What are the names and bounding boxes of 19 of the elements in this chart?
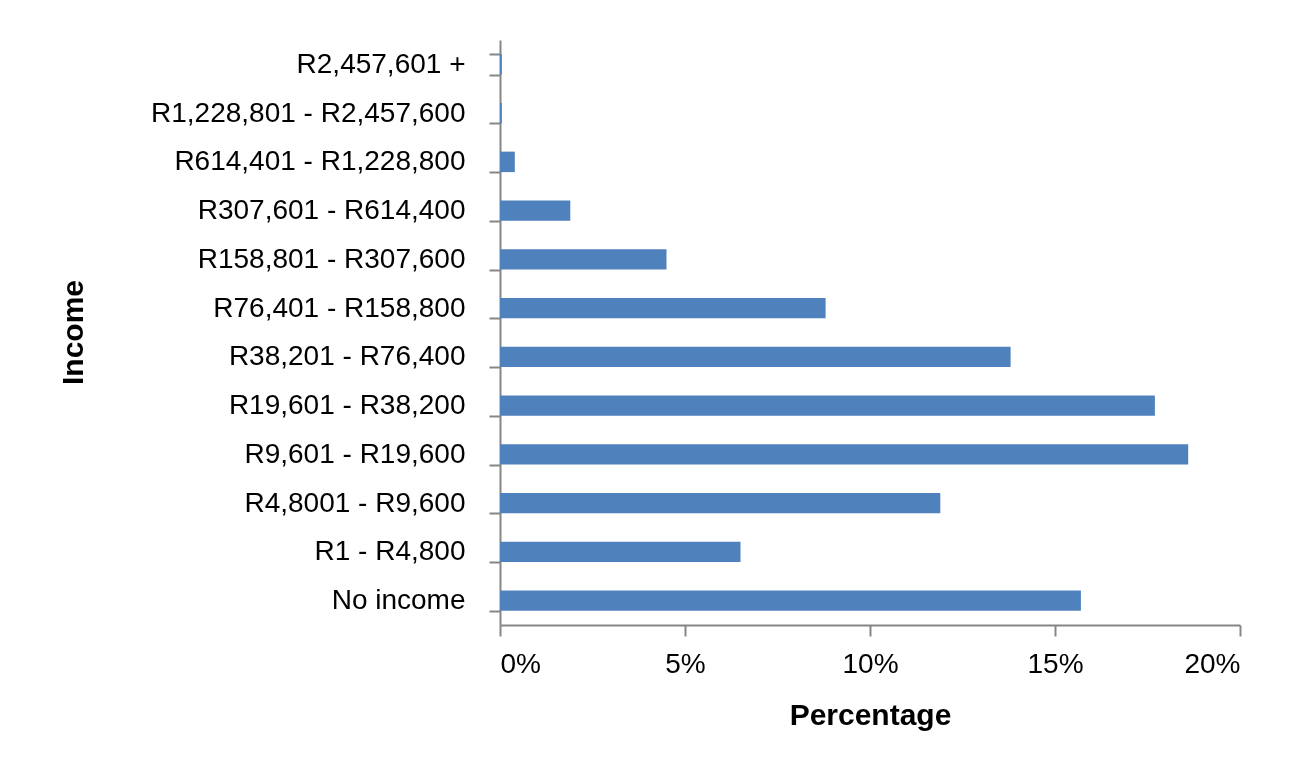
y-tick-label: R19,601 - R38,200 (228, 389, 466, 421)
y-tick-label: R38,201 - R76,400 (228, 340, 466, 372)
x-tick-label: 15% (1027, 647, 1084, 679)
y-tick-label: R307,601 - R614,400 (197, 194, 466, 226)
y-tick-label: R2,457,601 + (296, 47, 466, 79)
y-tick-label: R158,801 - R307,600 (197, 242, 466, 274)
x-tick-label: 20% (1184, 647, 1241, 679)
y-tick-label: R4,8001 - R9,600 (244, 486, 466, 518)
y-axis-title: Income (55, 279, 89, 386)
x-axis-title: Percentage (789, 697, 952, 731)
y-tick-label: R9,601 - R19,600 (244, 437, 466, 469)
y-tick-label: R76,401 - R158,800 (213, 291, 466, 323)
x-tick-label: 5% (665, 647, 706, 679)
y-tick-label: R1,228,801 - R2,457,600 (151, 96, 466, 128)
x-tick-label: 0% (500, 647, 541, 679)
y-tick-label: R1 - R4,800 (314, 535, 466, 567)
y-tick-label: R614,401 - R1,228,800 (174, 145, 466, 177)
x-tick-label: 10% (842, 647, 899, 679)
y-tick-label: No income (331, 584, 466, 616)
